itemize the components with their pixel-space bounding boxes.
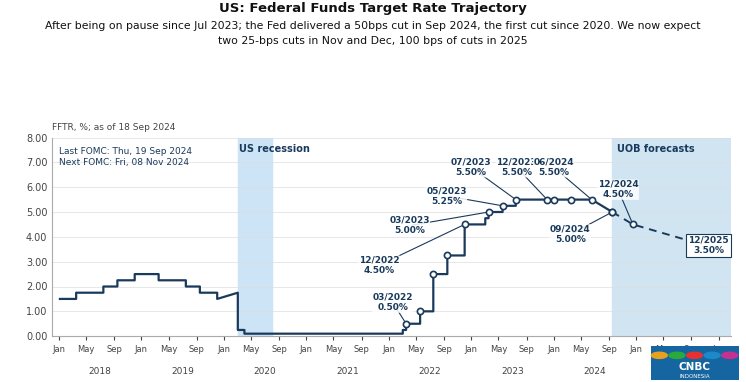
Text: CNBC: CNBC	[679, 362, 710, 372]
Point	[586, 196, 598, 202]
Point	[459, 221, 471, 227]
Text: 12/2024
4.50%: 12/2024 4.50%	[598, 180, 639, 199]
Circle shape	[686, 352, 703, 358]
Bar	[612, 138, 731, 336]
Text: US recession: US recession	[239, 144, 310, 154]
Text: 2022: 2022	[419, 367, 442, 376]
Text: 07/2023
5.50%: 07/2023 5.50%	[451, 158, 492, 177]
Circle shape	[704, 352, 720, 358]
Bar	[238, 138, 272, 336]
Text: FFTR, %; as of 18 Sep 2024: FFTR, %; as of 18 Sep 2024	[52, 123, 175, 132]
Text: 2020: 2020	[254, 367, 277, 376]
Text: 12/2025
3.50%: 12/2025 3.50%	[689, 236, 729, 255]
Text: two 25-bps cuts in Nov and Dec, 100 bps of cuts in 2025: two 25-bps cuts in Nov and Dec, 100 bps …	[218, 36, 528, 46]
Circle shape	[722, 352, 738, 358]
Point	[627, 221, 639, 227]
Text: 05/2023
5.25%: 05/2023 5.25%	[426, 186, 467, 206]
Point	[442, 253, 454, 259]
Text: 2018: 2018	[89, 367, 111, 376]
Point	[606, 209, 618, 215]
Point	[497, 203, 509, 209]
Point	[510, 196, 521, 202]
Text: US: Federal Funds Target Rate Trajectory: US: Federal Funds Target Rate Trajectory	[219, 2, 527, 15]
Point	[712, 246, 724, 252]
Point	[565, 196, 577, 202]
Text: 2025: 2025	[666, 367, 689, 376]
Circle shape	[669, 352, 685, 358]
Text: 2019: 2019	[171, 367, 194, 376]
Text: UOB forecasts: UOB forecasts	[617, 144, 695, 154]
Point	[606, 209, 618, 215]
Point	[548, 196, 560, 202]
Circle shape	[651, 352, 667, 358]
Text: Next FOMC: Fri, 08 Nov 2024: Next FOMC: Fri, 08 Nov 2024	[59, 158, 189, 167]
Point	[541, 196, 553, 202]
Point	[414, 308, 426, 314]
Text: 2024: 2024	[583, 367, 606, 376]
Text: 2023: 2023	[501, 367, 524, 376]
Point	[427, 271, 439, 277]
Point	[400, 321, 412, 327]
Text: 2021: 2021	[336, 367, 359, 376]
Text: 03/2022
0.50%: 03/2022 0.50%	[373, 293, 413, 312]
Text: 03/2023
5.00%: 03/2023 5.00%	[389, 216, 430, 235]
Text: 12/2023
5.50%: 12/2023 5.50%	[496, 158, 537, 177]
Text: 09/2024
5.00%: 09/2024 5.00%	[550, 225, 591, 244]
Text: 06/2024
5.50%: 06/2024 5.50%	[533, 158, 574, 177]
Text: Last FOMC: Thu, 19 Sep 2024: Last FOMC: Thu, 19 Sep 2024	[59, 147, 192, 156]
Text: After being on pause since Jul 2023; the Fed delivered a 50bps cut in Sep 2024, : After being on pause since Jul 2023; the…	[46, 21, 700, 31]
Text: 12/2022
4.50%: 12/2022 4.50%	[359, 256, 399, 275]
Point	[483, 209, 495, 215]
Text: INDONESIA: INDONESIA	[679, 374, 710, 379]
